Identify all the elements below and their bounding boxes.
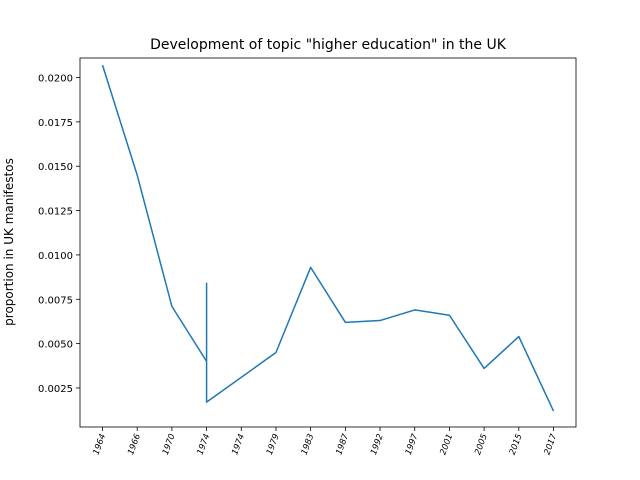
y-tick-label: 0.0200 (38, 74, 73, 85)
y-tick-label: 0.0025 (38, 384, 73, 395)
x-tick-label: 1987 (334, 432, 351, 456)
x-tick-label: 1966 (126, 432, 143, 456)
x-tick-label: 1979 (265, 433, 282, 457)
y-tick-label: 0.0075 (38, 295, 73, 306)
x-tick-label: 1970 (161, 433, 178, 457)
x-axis: 1964 1966 1970 1974 1974 1979 1983 1987 1992 1997… (92, 427, 560, 456)
y-axis-title: proportion in UK manifestos (2, 158, 16, 326)
series-layer (101, 64, 555, 412)
x-tick-label: 2001 (438, 433, 455, 457)
x-tick-label: 1964 (92, 433, 109, 457)
y-tick-label: 0.0125 (38, 207, 73, 218)
plot-area-frame (79, 57, 577, 428)
chart-title: Development of topic "higher education" … (150, 37, 507, 53)
y-axis: 0.0025 0.0050 0.0075 0.0100 0.0125 0.0150 0.01… (38, 74, 80, 395)
x-tick-label: 1974 (230, 433, 247, 457)
x-tick-label: 2015 (508, 433, 525, 457)
x-tick-label: 1974 (196, 433, 213, 457)
x-tick-label: 1997 (404, 432, 421, 456)
series-line (101, 64, 555, 412)
x-tick-label: 1992 (369, 433, 386, 457)
x-tick-label: 2005 (473, 433, 490, 457)
x-tick-label: 1983 (300, 433, 317, 457)
y-tick-label: 0.0175 (38, 118, 73, 129)
y-tick-label: 0.0050 (38, 340, 73, 351)
y-tick-label: 0.0150 (38, 162, 73, 173)
x-tick-label: 2017 (543, 432, 560, 456)
y-tick-label: 0.0100 (38, 251, 73, 262)
